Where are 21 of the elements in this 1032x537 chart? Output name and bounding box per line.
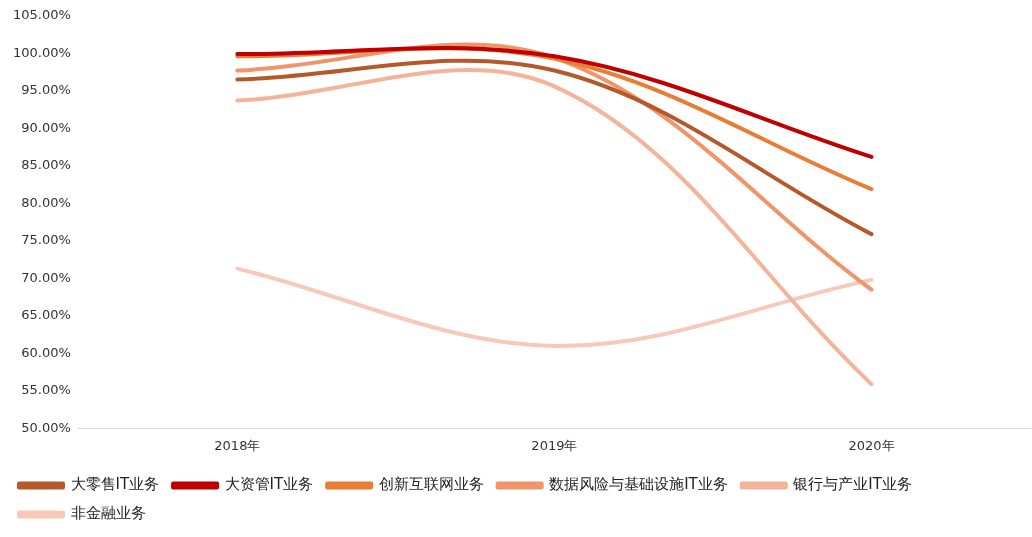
y-tick-label: 85.00%: [21, 157, 71, 173]
x-tick-label: 2018年: [214, 437, 261, 453]
y-tick-label: 65.00%: [21, 307, 71, 323]
legend-label: 创新互联网业务: [378, 475, 484, 494]
y-tick-label: 55.00%: [21, 382, 71, 398]
y-tick-label: 70.00%: [21, 269, 71, 285]
y-tick-label: 100.00%: [13, 44, 71, 60]
x-tick-label: 2019年: [531, 437, 578, 453]
y-tick-label: 80.00%: [21, 194, 71, 210]
y-tick-label: 75.00%: [21, 232, 71, 248]
x-tick-label: 2020年: [848, 437, 895, 453]
legend-label: 数据风险与基础设施IT业务: [549, 475, 728, 494]
legend-label: 银行与产业IT业务: [792, 475, 912, 494]
legend-label: 大资管IT业务: [224, 475, 314, 494]
y-tick-label: 105.00%: [13, 7, 71, 23]
legend-label: 非金融业务: [70, 504, 146, 523]
y-tick-label: 60.00%: [21, 344, 71, 360]
y-tick-label: 95.00%: [21, 82, 71, 98]
y-tick-label: 50.00%: [21, 419, 71, 435]
legend-label: 大零售IT业务: [70, 475, 160, 494]
y-tick-label: 90.00%: [21, 119, 71, 135]
